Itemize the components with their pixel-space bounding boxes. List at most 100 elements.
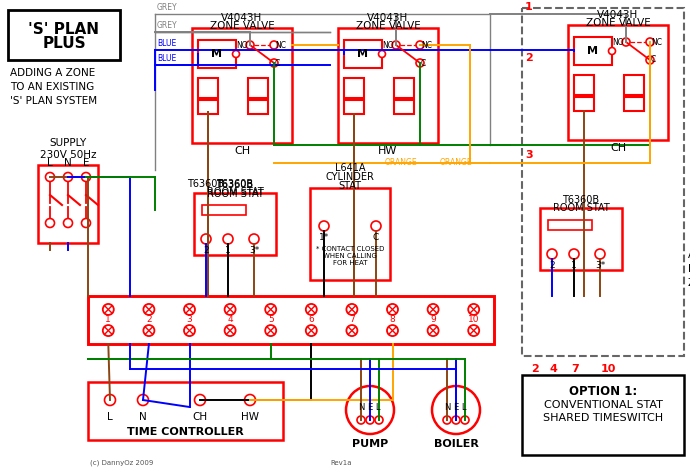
Text: 2: 2: [525, 53, 533, 63]
Bar: [248, 100, 268, 114]
Text: GREY: GREY: [157, 3, 177, 12]
Bar: [198, 40, 236, 68]
Text: BOILER: BOILER: [433, 439, 478, 449]
Circle shape: [346, 304, 357, 315]
Circle shape: [63, 173, 72, 182]
Circle shape: [201, 234, 211, 244]
Circle shape: [137, 395, 148, 405]
Text: T6360B: T6360B: [188, 179, 224, 189]
Circle shape: [443, 416, 451, 424]
Bar: [88, 296, 494, 344]
Circle shape: [225, 304, 235, 315]
Text: CH: CH: [193, 412, 208, 422]
Text: E: E: [83, 158, 89, 168]
Text: 7: 7: [571, 364, 579, 374]
Text: 3: 3: [525, 150, 533, 160]
Text: CH: CH: [610, 143, 626, 153]
Circle shape: [375, 416, 383, 424]
Bar: [192, 28, 292, 143]
Circle shape: [144, 304, 155, 315]
Circle shape: [428, 325, 439, 336]
Text: 2: 2: [146, 315, 152, 324]
Bar: [344, 78, 364, 98]
Circle shape: [319, 221, 329, 231]
Text: M: M: [587, 46, 598, 56]
Text: C: C: [275, 58, 280, 67]
Text: 9: 9: [431, 315, 436, 324]
Text: STAT: STAT: [339, 181, 362, 191]
Text: * CONTACT CLOSED: * CONTACT CLOSED: [316, 246, 384, 252]
Text: PUMP: PUMP: [352, 439, 388, 449]
Text: 3: 3: [186, 315, 193, 324]
Bar: [624, 75, 644, 95]
Circle shape: [452, 416, 460, 424]
Text: 2: 2: [531, 364, 539, 374]
Circle shape: [646, 56, 654, 64]
Text: ROOM STAT: ROOM STAT: [206, 189, 264, 199]
Circle shape: [357, 416, 365, 424]
Bar: [574, 97, 594, 111]
Text: NC: NC: [651, 38, 662, 47]
Text: T6360B: T6360B: [562, 195, 600, 205]
Bar: [194, 193, 276, 255]
Text: ZONE VALVE: ZONE VALVE: [355, 21, 420, 31]
Text: ORANGE: ORANGE: [440, 158, 473, 167]
Bar: [198, 78, 218, 98]
Circle shape: [233, 51, 239, 58]
Text: GREY: GREY: [157, 21, 177, 30]
Circle shape: [104, 395, 115, 405]
Text: TIME CONTROLLER: TIME CONTROLLER: [127, 427, 244, 437]
Circle shape: [265, 304, 276, 315]
Circle shape: [346, 386, 394, 434]
Circle shape: [379, 51, 386, 58]
Circle shape: [144, 325, 155, 336]
Circle shape: [81, 173, 90, 182]
Text: N E L: N E L: [359, 402, 381, 411]
Text: T6360B: T6360B: [217, 180, 253, 190]
Text: 10: 10: [468, 315, 480, 324]
Bar: [38, 165, 98, 243]
Text: ROOM STAT: ROOM STAT: [206, 187, 264, 197]
Text: L: L: [47, 158, 53, 168]
Circle shape: [428, 304, 439, 315]
Circle shape: [622, 38, 630, 46]
Circle shape: [469, 304, 479, 315]
Circle shape: [306, 325, 317, 336]
Text: C: C: [421, 58, 426, 67]
Bar: [310, 188, 390, 280]
Text: ZONE VALVE: ZONE VALVE: [586, 18, 651, 28]
Circle shape: [609, 47, 615, 54]
Circle shape: [184, 304, 195, 315]
Circle shape: [432, 386, 480, 434]
Circle shape: [595, 249, 605, 259]
Text: 1: 1: [106, 315, 111, 324]
Text: 1: 1: [525, 2, 533, 12]
Bar: [198, 100, 218, 114]
Text: N E L: N E L: [445, 402, 466, 411]
Text: PLUS: PLUS: [42, 36, 86, 51]
Bar: [394, 100, 414, 114]
Text: (c) DannyOz 2009: (c) DannyOz 2009: [90, 460, 153, 467]
Circle shape: [46, 219, 55, 227]
Circle shape: [371, 221, 381, 231]
Bar: [8, 10, 120, 60]
Text: NO: NO: [613, 38, 624, 47]
Text: C: C: [651, 56, 656, 65]
Circle shape: [244, 395, 255, 405]
Text: Rev1a: Rev1a: [330, 460, 351, 466]
Circle shape: [184, 325, 195, 336]
Text: 7: 7: [349, 315, 355, 324]
Circle shape: [270, 41, 278, 49]
Text: ADDITIONAL
HEATING
ZONE: ADDITIONAL HEATING ZONE: [688, 250, 690, 288]
Circle shape: [103, 325, 114, 336]
Bar: [394, 78, 414, 98]
Text: 4: 4: [227, 315, 233, 324]
Bar: [248, 78, 268, 98]
Circle shape: [387, 325, 398, 336]
Text: 5: 5: [268, 315, 273, 324]
Text: ADDING A ZONE
TO AN EXISTING
'S' PLAN SYSTEM: ADDING A ZONE TO AN EXISTING 'S' PLAN SY…: [10, 68, 97, 106]
Text: 1: 1: [571, 261, 577, 270]
Text: CONVENTIONAL STAT: CONVENTIONAL STAT: [544, 400, 662, 410]
Text: HW: HW: [241, 412, 259, 422]
Circle shape: [306, 304, 317, 315]
